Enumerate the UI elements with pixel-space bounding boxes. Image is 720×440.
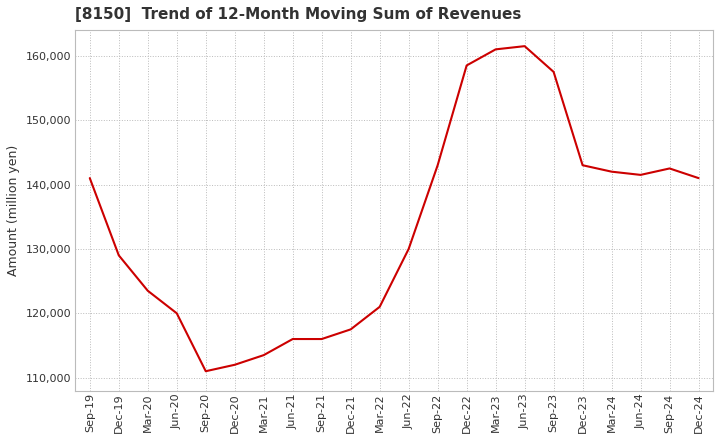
- Y-axis label: Amount (million yen): Amount (million yen): [7, 145, 20, 276]
- Text: [8150]  Trend of 12-Month Moving Sum of Revenues: [8150] Trend of 12-Month Moving Sum of R…: [76, 7, 522, 22]
